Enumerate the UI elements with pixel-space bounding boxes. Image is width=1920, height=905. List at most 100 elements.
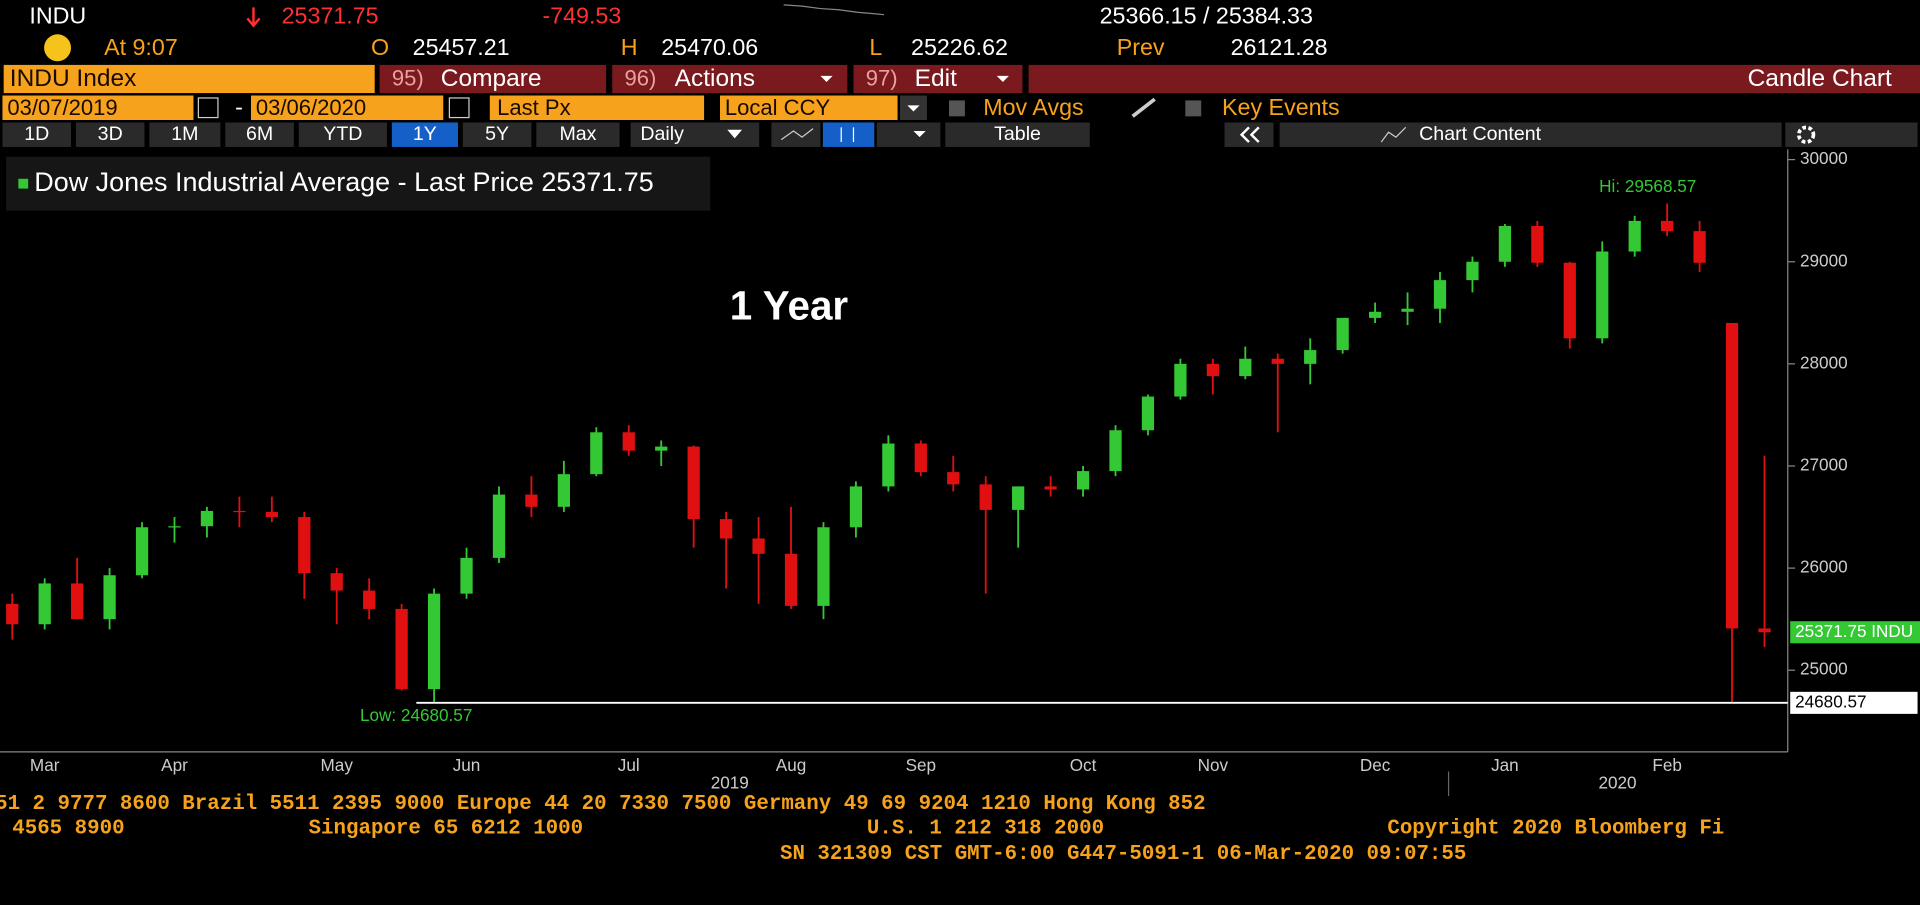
dropdown-icon: [820, 75, 833, 83]
chart-content-button[interactable]: [1279, 122, 1782, 147]
legend-swatch: [18, 178, 29, 189]
candle-body: [1206, 363, 1219, 377]
security-box[interactable]: [3, 64, 375, 94]
candle-button[interactable]: [822, 122, 875, 147]
sparkline: [783, 4, 885, 16]
candle-body: [1076, 471, 1090, 490]
candle-body: [817, 527, 830, 606]
x-tick-label: Dec: [1360, 755, 1391, 775]
period-annotation: 1 Year: [730, 282, 849, 328]
candle-body: [71, 583, 84, 620]
candle-body: [395, 608, 408, 690]
collapse-button[interactable]: [1224, 122, 1274, 147]
candle-body: [1433, 280, 1447, 309]
x-tick-label: Mar: [30, 755, 60, 775]
candle-body: [1174, 363, 1187, 397]
edit: Edit: [915, 65, 957, 92]
edit-num: 97): [866, 65, 898, 90]
candle-body: [200, 510, 214, 527]
year-label: 2019: [711, 772, 749, 792]
last-tag-box: [1790, 621, 1920, 644]
period-button[interactable]: [298, 122, 387, 147]
candle-body: [363, 590, 376, 609]
candle-body: [1693, 231, 1706, 263]
x-tick-label: Oct: [1070, 755, 1097, 775]
candle-body: [38, 583, 51, 625]
period-button[interactable]: [225, 122, 294, 147]
compare-num: 95): [392, 65, 424, 90]
currency-select[interactable]: [720, 95, 898, 121]
candle-body: [492, 494, 506, 558]
currency: Local CCY: [725, 95, 831, 120]
x-tick-label: May: [321, 755, 354, 775]
actions: Actions: [675, 65, 755, 92]
candle-body: [1661, 220, 1674, 232]
legend-box: [6, 156, 711, 211]
period-button[interactable]: [75, 122, 145, 147]
low-tag: 24680.57: [1795, 691, 1866, 711]
dropdown-icon: [913, 131, 926, 138]
field-select[interactable]: [489, 95, 705, 121]
candle-body: [1596, 251, 1609, 339]
footer-line: 4565 8900: [12, 817, 124, 840]
candle-body: [6, 603, 19, 625]
end-date[interactable]: [251, 95, 444, 121]
candle-body: [1531, 225, 1544, 263]
candle-body: [590, 432, 603, 475]
ticker: INDU: [29, 2, 86, 28]
candle-body: [1271, 358, 1284, 364]
candle-icon: [840, 127, 855, 143]
candle-body: [1628, 220, 1641, 252]
checkbox[interactable]: [948, 100, 965, 117]
x-tick-label: Apr: [161, 755, 188, 775]
dropdown-icon: [996, 75, 1009, 83]
candle-body: [525, 494, 538, 507]
candle-body: [168, 526, 181, 528]
actions-button[interactable]: [612, 64, 848, 94]
pencil-icon[interactable]: [1131, 97, 1156, 118]
period-button[interactable]: [391, 122, 458, 147]
low-annotation: Low: 24680.57: [360, 705, 472, 725]
chart-type-dropdown[interactable]: [876, 122, 941, 147]
table-button[interactable]: [945, 122, 1090, 147]
footer-line: U.S. 1 212 318 2000: [867, 817, 1104, 840]
footer-line: Singapore 65 6212 1000: [309, 817, 584, 840]
candle-body: [233, 510, 246, 513]
edit-button[interactable]: [853, 64, 1023, 94]
candle-body: [298, 517, 311, 574]
function-title: Candle Chart: [1748, 65, 1892, 92]
candle-body: [720, 519, 733, 539]
period-button[interactable]: [536, 122, 620, 147]
calendar-icon[interactable]: [448, 97, 470, 119]
candle-body: [557, 474, 570, 507]
period-button[interactable]: [2, 122, 72, 147]
x-tick-label: Nov: [1198, 755, 1229, 775]
key-events: Key Events: [1222, 94, 1340, 120]
line-chart-button[interactable]: [771, 122, 821, 147]
last-tag: 25371.75 INDU: [1795, 621, 1913, 641]
footer-line: SN 321309 CST GMT-6:00 G447-5091-1 06-Ma…: [780, 843, 1466, 866]
period-label: 1D: [24, 123, 49, 145]
checkbox[interactable]: [1185, 100, 1202, 117]
settings-button[interactable]: [1785, 122, 1918, 147]
candle-body: [1044, 486, 1057, 490]
down-arrow: [246, 7, 261, 28]
chart-content: Chart Content: [1419, 123, 1541, 145]
candle-body: [1109, 430, 1122, 472]
candle-body: [687, 446, 700, 520]
prev-label: Prev: [1117, 34, 1165, 60]
low-tag-box: [1790, 691, 1918, 714]
candle-body: [460, 557, 473, 594]
period-button[interactable]: [149, 122, 221, 147]
x-tick-label: Sep: [906, 755, 936, 775]
chart-icon: [1380, 126, 1407, 143]
calendar-icon[interactable]: [197, 97, 219, 119]
candle-body: [1012, 486, 1025, 510]
compare-button[interactable]: [379, 64, 607, 94]
candle-body: [1304, 350, 1317, 364]
start-date[interactable]: [2, 95, 194, 121]
period-button[interactable]: [462, 122, 532, 147]
